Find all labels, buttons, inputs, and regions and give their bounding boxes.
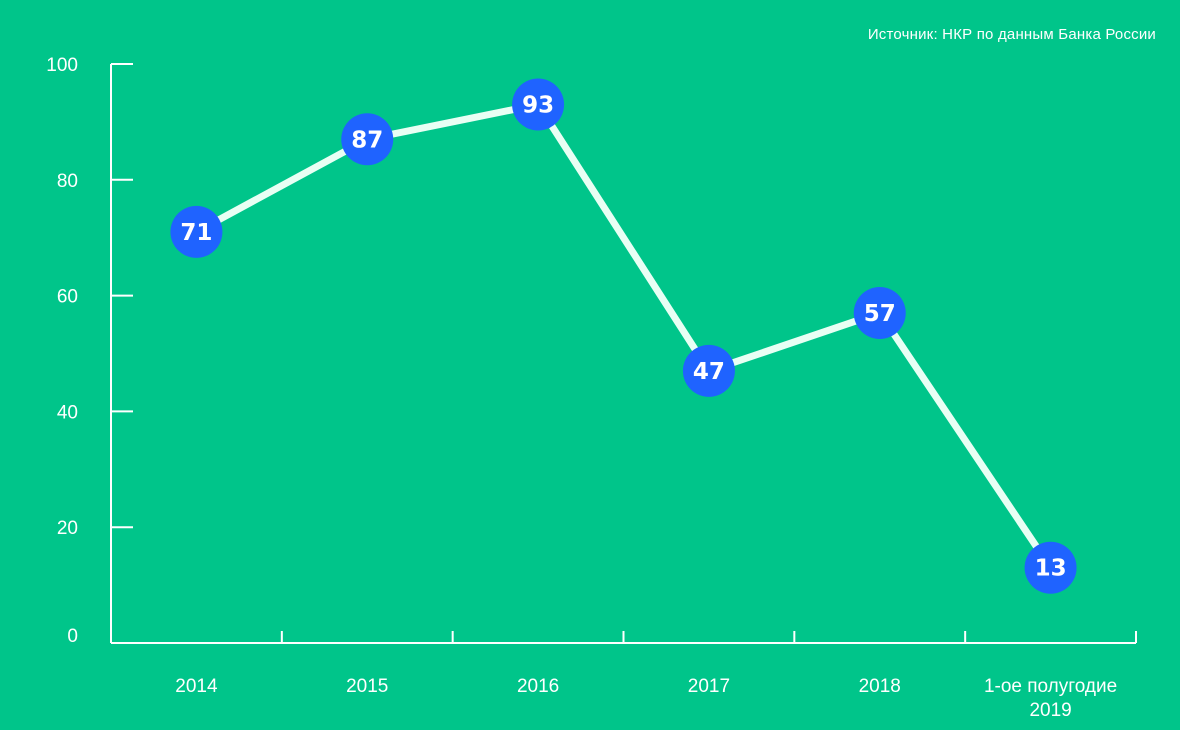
data-point-5: [1024, 541, 1077, 594]
y-tick-label-20: 20: [57, 518, 78, 539]
y-tick-label-80: 80: [57, 171, 78, 192]
data-point-0: [170, 205, 223, 258]
data-label-1: 87: [351, 127, 383, 153]
y-tick-label-0: 0: [67, 626, 78, 647]
x-tick-label-line: 2019: [1029, 700, 1071, 721]
data-label-3: 47: [693, 359, 725, 385]
x-tick-label-3: 2017: [688, 676, 730, 697]
x-tick-label-5: 1-ое полугодие 2019: [984, 676, 1117, 721]
y-tick-label-100: 100: [46, 55, 78, 76]
data-label-2: 93: [522, 93, 554, 119]
data-label-5: 13: [1035, 556, 1067, 582]
data-label-0: 71: [180, 220, 212, 246]
data-point-2: [512, 78, 565, 131]
x-tick-label-line: 1-ое полугодие: [984, 676, 1117, 697]
y-tick-label-40: 40: [57, 402, 78, 423]
x-tick-label-0: 2014: [175, 676, 218, 697]
x-tick-label-2: 2016: [517, 676, 559, 697]
x-tick-label-4: 2018: [859, 676, 901, 697]
data-point-3: [682, 344, 735, 397]
y-tick-label-60: 60: [57, 287, 78, 308]
series-line: [192, 101, 1055, 572]
source-note: Источник: НКР по данным Банка России: [867, 26, 1156, 43]
x-tick-label-1: 2015: [346, 676, 388, 697]
data-point-4: [853, 286, 906, 339]
data-label-4: 57: [864, 301, 896, 327]
data-point-1: [341, 113, 394, 166]
